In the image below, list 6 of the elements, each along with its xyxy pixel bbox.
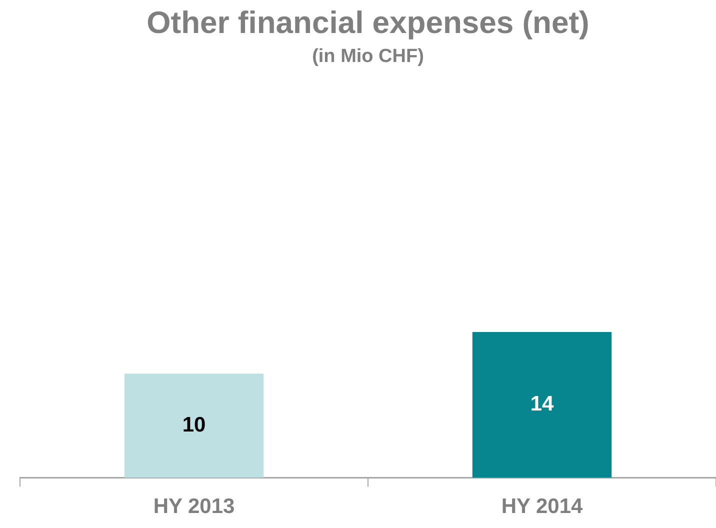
data-label: 10 <box>182 414 206 437</box>
chart-subtitle: (in Mio CHF) <box>312 46 424 67</box>
x-tick-label: HY 2013 <box>153 495 235 518</box>
x-tick-label: HY 2014 <box>501 495 583 518</box>
data-label: 14 <box>530 392 554 416</box>
chart-title: Other financial expenses (net) <box>146 5 590 40</box>
